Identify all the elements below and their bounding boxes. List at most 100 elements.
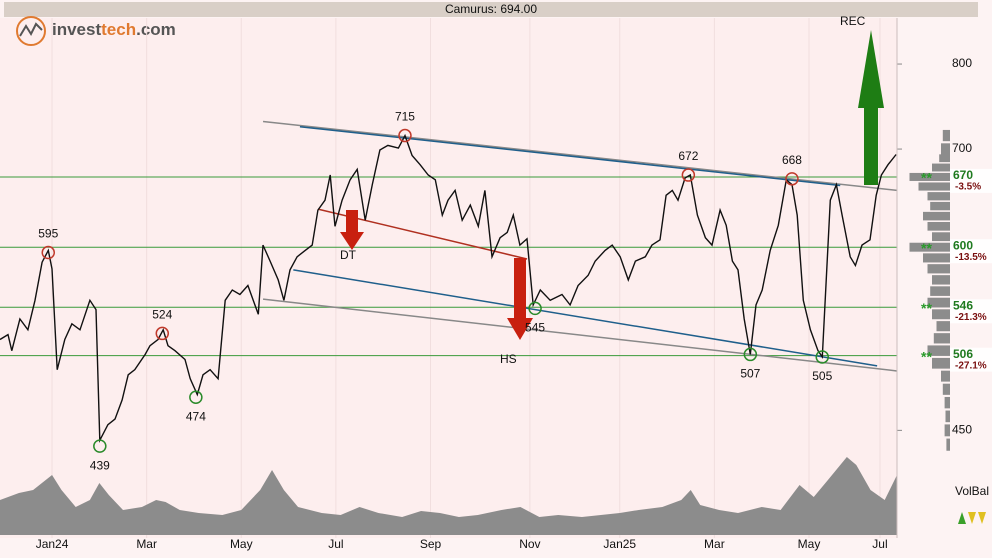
profile-bar [936, 321, 950, 332]
x-tick-label: Mar [136, 537, 157, 551]
x-tick-label: Jan24 [36, 537, 69, 551]
profile-bar [909, 242, 950, 252]
profile-bar [942, 383, 950, 395]
y-tick-label: 800 [952, 56, 972, 70]
x-tick-label: Jul [872, 537, 887, 551]
profile-bar [927, 345, 950, 356]
trend-line [293, 269, 878, 367]
supports: ** 670-3.5% ** 600-13.5% ** 546-21.3% ** 506-27… [0, 168, 992, 372]
profile-bar [918, 182, 950, 191]
turning-point-label: 505 [812, 369, 832, 383]
logo-text: investtech.com [52, 20, 176, 39]
support-marker: ** [921, 170, 932, 186]
y-tick-label: 450 [952, 423, 972, 437]
logo-part: tech [101, 20, 136, 39]
profile-bar [923, 253, 950, 263]
turning-point-label: 507 [740, 367, 760, 381]
profile-bar [927, 192, 950, 201]
volbal-icon [978, 512, 986, 524]
profile-bar [941, 143, 950, 155]
arrow-hs [507, 258, 533, 340]
arrow-rec [858, 30, 884, 185]
price [0, 133, 897, 444]
profile-bar [923, 211, 950, 221]
x-tick-label: Jul [328, 537, 343, 551]
turning-point-label: 524 [152, 308, 172, 322]
support-box [950, 347, 992, 372]
logo-icon [16, 16, 46, 46]
turning-point-label: 439 [90, 458, 110, 472]
trend-line [262, 298, 898, 372]
profile-bar [909, 172, 950, 181]
x-tick-label: Jan25 [603, 537, 636, 551]
profile-bar [932, 275, 950, 285]
turning-point-label: 474 [186, 409, 206, 423]
arrow-dt [340, 210, 364, 250]
trend-line [299, 125, 841, 187]
volbal-icon [968, 512, 976, 524]
profile-bar [944, 424, 950, 437]
turning-point [189, 390, 203, 405]
profile-bar [930, 201, 950, 211]
x-tick-label: May [230, 537, 253, 551]
x-tick-label: Nov [519, 537, 540, 551]
turning-point-label: 668 [782, 153, 802, 167]
plot-area [0, 18, 897, 538]
profile-bar [946, 438, 950, 451]
volbal-label: VolBal [955, 484, 989, 498]
axes: Jan24 Mar May Jul Sep Nov Jan25 Mar May Jul 450 700… [36, 18, 972, 551]
volbal-icons [958, 512, 986, 524]
support-change: -3.5% [955, 182, 981, 193]
turning-point [681, 168, 696, 182]
logo: investtech.com [16, 16, 176, 46]
turning-point [398, 128, 412, 143]
turning-point-label: 672 [678, 149, 698, 163]
y-tick-label: 700 [952, 141, 972, 155]
profile-bar [941, 370, 950, 382]
support-value: 670 [953, 168, 973, 182]
profile-bar [944, 396, 950, 409]
profile-bar [932, 163, 950, 172]
volume-area [0, 457, 897, 535]
turning-point [815, 350, 829, 364]
chart-title: Camurus: 694.00 [445, 2, 537, 16]
profile-bar [932, 357, 950, 369]
turning-point-label: 715 [395, 110, 415, 124]
pattern-arrows: DT HS REC [340, 14, 884, 366]
turning-point [785, 172, 799, 186]
support-value: 506 [953, 347, 973, 361]
trend-line [262, 120, 898, 192]
x-tick-label: May [798, 537, 821, 551]
support-box [950, 168, 992, 193]
logo-part: .com [136, 20, 176, 39]
logo-part: invest [52, 20, 101, 39]
x-tick-label: Mar [704, 537, 725, 551]
logo-icon-line [19, 22, 43, 37]
turning-point [41, 245, 56, 260]
volume [0, 457, 897, 535]
turning-point-label: 545 [525, 321, 545, 335]
turning-point-label: 595 [38, 227, 58, 241]
volume-profile [909, 129, 950, 451]
profile-bar [932, 309, 950, 320]
turning-point [155, 326, 170, 341]
profile-bar [933, 333, 950, 344]
annotations: 595 524 715 672 668 439 474 545 507 505 [38, 110, 832, 473]
pattern-label: DT [340, 248, 357, 262]
support-box [950, 239, 992, 264]
profile-bar [945, 410, 950, 423]
profile-bar [939, 154, 950, 163]
profile-bar [927, 297, 950, 308]
profile-bar [927, 221, 950, 231]
volbal-icon [958, 512, 966, 524]
support-marker: ** [921, 240, 932, 256]
pattern-label: HS [500, 352, 517, 366]
support-change: -27.1% [955, 360, 987, 371]
profile-bar [930, 286, 950, 296]
support-change: -21.3% [955, 312, 987, 323]
profile-bar [942, 129, 950, 142]
profile-bar [927, 264, 950, 274]
profile-bar [932, 232, 950, 242]
support-change: -13.5% [955, 252, 987, 263]
